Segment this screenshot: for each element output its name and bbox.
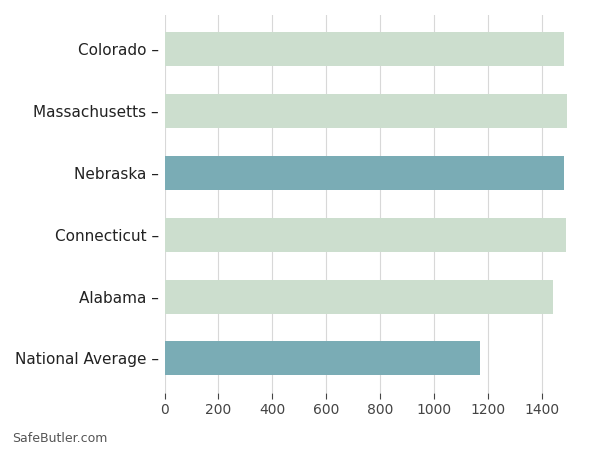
Bar bbox=[164, 32, 564, 66]
Bar bbox=[164, 156, 564, 190]
Bar bbox=[164, 342, 481, 375]
Bar bbox=[164, 94, 567, 128]
Bar bbox=[164, 279, 553, 314]
Text: SafeButler.com: SafeButler.com bbox=[12, 432, 107, 446]
Bar bbox=[164, 218, 566, 252]
